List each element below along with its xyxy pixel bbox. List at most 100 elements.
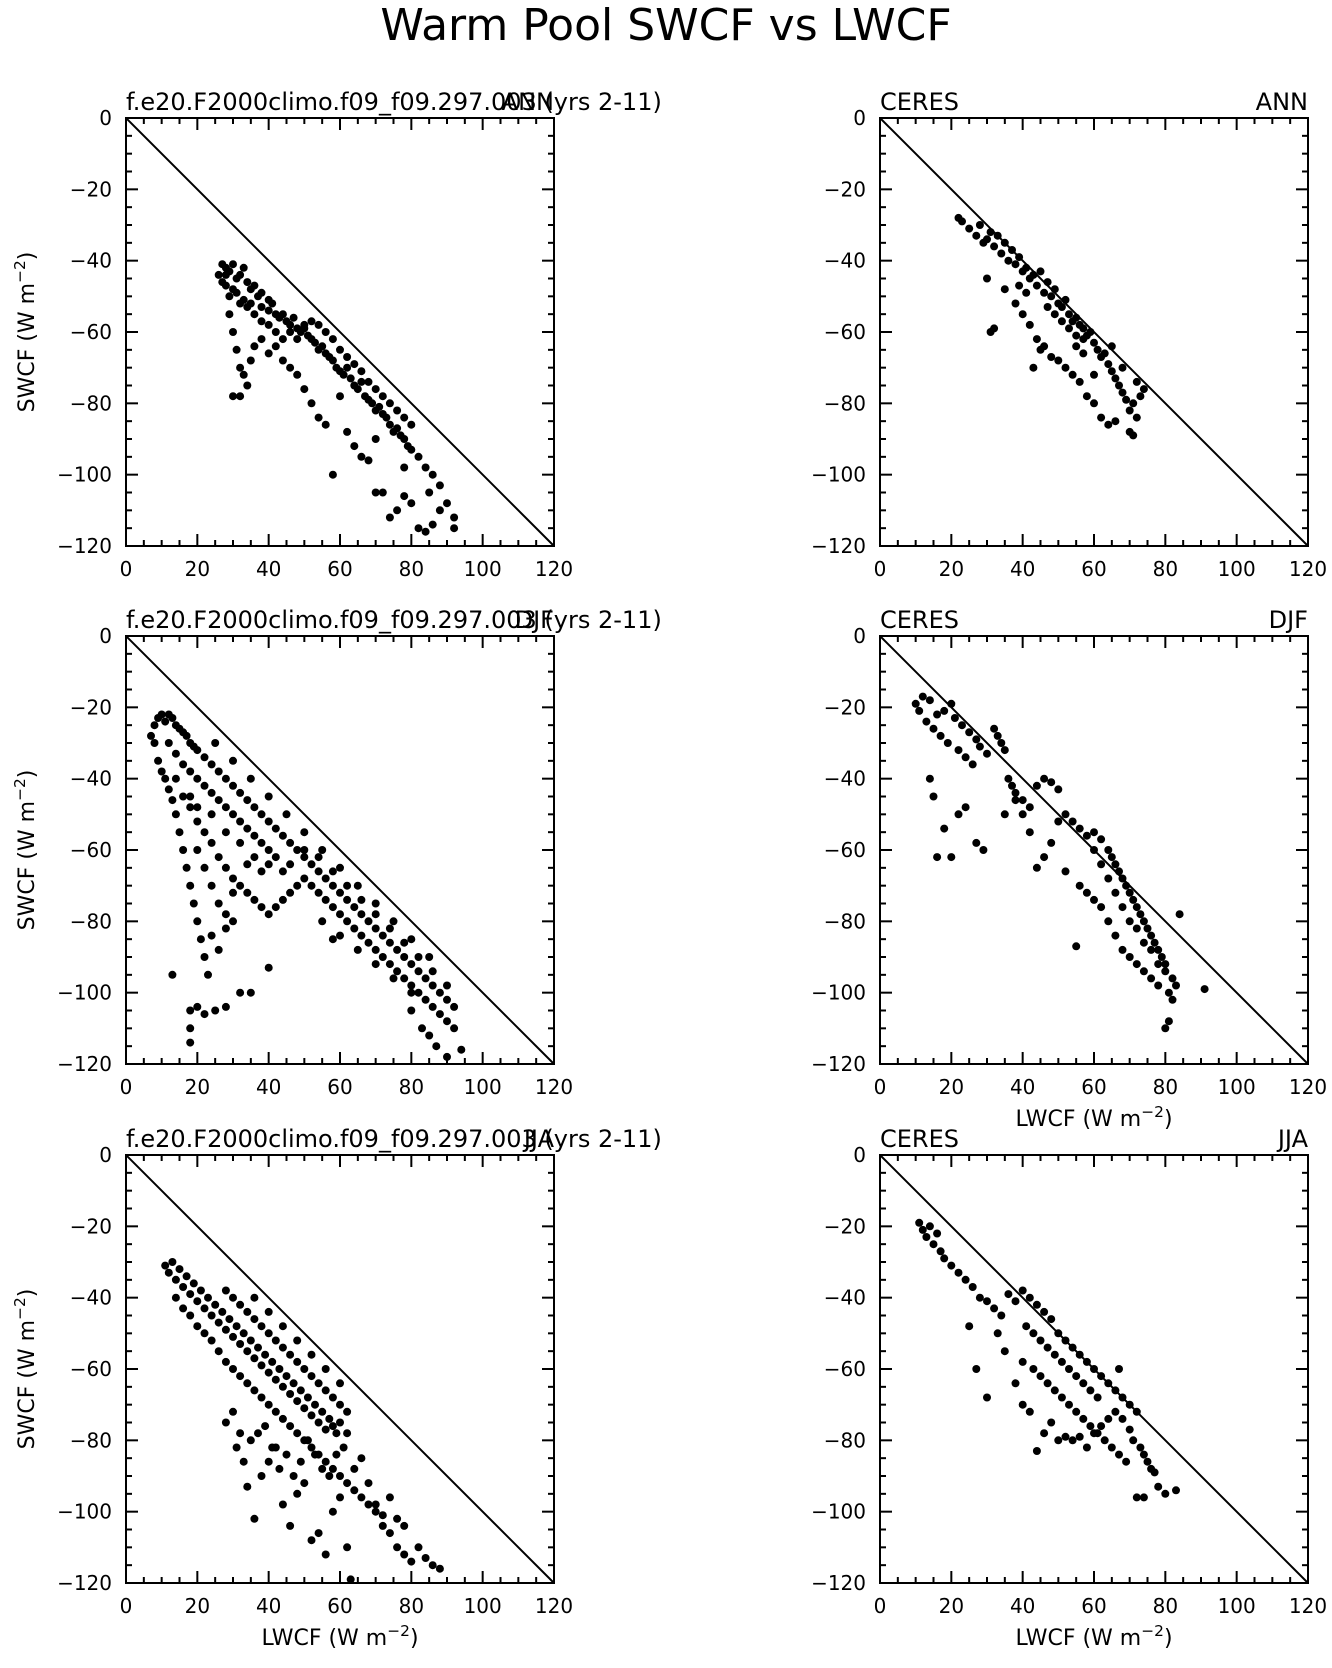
data-point <box>1043 1379 1052 1388</box>
data-point <box>336 1493 344 1502</box>
data-point <box>371 945 380 954</box>
data-point <box>421 1554 430 1562</box>
data-point <box>993 231 1002 240</box>
data-point <box>186 767 195 776</box>
data-point <box>1043 303 1052 311</box>
data-point <box>1000 285 1009 294</box>
data-point <box>232 1443 241 1452</box>
y-axis-label: SWCF (W m−2) <box>11 252 40 413</box>
data-point <box>1057 303 1066 311</box>
y-tick-label: −20 <box>824 695 866 719</box>
x-tick-label: 120 <box>535 1075 573 1099</box>
data-point <box>1104 1414 1113 1423</box>
data-point <box>1079 1414 1088 1423</box>
data-point <box>400 974 409 983</box>
data-point <box>1036 267 1045 276</box>
data-point <box>207 838 216 847</box>
data-point <box>264 320 273 329</box>
y-tick-label: −100 <box>811 1500 866 1524</box>
data-point <box>1075 824 1084 833</box>
data-point <box>171 749 180 758</box>
data-point <box>175 828 184 837</box>
data-point <box>421 463 430 472</box>
data-point <box>1136 392 1145 401</box>
data-point <box>357 367 366 376</box>
data-point <box>179 846 188 854</box>
data-point <box>400 1550 409 1559</box>
data-point <box>229 917 237 926</box>
data-point <box>965 224 974 233</box>
data-point <box>1065 1400 1073 1409</box>
data-point <box>168 796 177 805</box>
data-point <box>997 739 1006 747</box>
data-point <box>246 774 255 783</box>
data-point <box>443 1017 451 1026</box>
data-point <box>204 970 212 979</box>
data-point <box>264 817 273 826</box>
data-point <box>303 1436 312 1445</box>
data-point <box>1025 1293 1034 1302</box>
data-point <box>1104 917 1113 926</box>
data-point <box>207 810 216 819</box>
y-tick-label: −120 <box>811 534 866 558</box>
data-point <box>1132 960 1141 969</box>
data-point <box>1050 1350 1059 1359</box>
data-point <box>393 945 402 954</box>
data-point <box>421 527 430 536</box>
x-tick-label: 80 <box>399 557 424 581</box>
data-point <box>289 313 298 322</box>
data-point <box>243 888 252 897</box>
data-point <box>1157 953 1166 961</box>
data-point <box>150 721 159 730</box>
data-point <box>1057 317 1066 326</box>
data-point <box>318 342 327 351</box>
data-point <box>1054 356 1063 365</box>
data-point <box>232 345 241 354</box>
data-point <box>1154 960 1163 969</box>
data-point <box>336 1379 344 1388</box>
data-point <box>186 881 195 890</box>
data-point <box>236 299 245 308</box>
data-point <box>364 377 373 386</box>
data-point <box>336 931 344 940</box>
data-point <box>371 899 380 908</box>
data-point <box>236 1429 245 1438</box>
data-point <box>443 499 451 508</box>
data-point <box>257 1322 266 1331</box>
data-point <box>1143 1457 1152 1466</box>
data-point <box>947 699 956 708</box>
data-point <box>1018 1357 1027 1366</box>
y-tick-label: −100 <box>811 981 866 1005</box>
data-point <box>239 1457 248 1466</box>
x-tick-label: 120 <box>535 557 573 581</box>
data-point <box>393 424 402 433</box>
data-point <box>990 324 999 333</box>
data-point <box>343 363 352 372</box>
data-point <box>211 739 220 747</box>
data-point <box>1125 917 1134 926</box>
y-tick-label: 0 <box>99 1143 112 1167</box>
data-point <box>229 1332 237 1341</box>
x-tick-label: 100 <box>1218 1075 1256 1099</box>
data-point <box>282 810 291 819</box>
data-point <box>371 385 380 394</box>
data-point <box>936 731 945 740</box>
data-point <box>321 895 330 904</box>
data-point <box>278 1322 287 1331</box>
y-tick-label: −100 <box>811 463 866 487</box>
data-point <box>1040 1307 1049 1316</box>
data-point <box>1172 981 1180 990</box>
data-point <box>1029 1329 1038 1338</box>
data-point <box>1068 817 1077 826</box>
data-point <box>346 1575 355 1584</box>
data-point <box>257 838 266 847</box>
data-point <box>385 1529 394 1538</box>
data-point <box>1000 238 1009 247</box>
data-point <box>264 1400 273 1409</box>
y-tick-label: −40 <box>824 1286 866 1310</box>
data-point <box>278 1343 287 1352</box>
data-point <box>221 774 230 783</box>
y-tick-label: 0 <box>99 106 112 130</box>
data-point <box>218 1307 227 1316</box>
data-point <box>1175 910 1184 919</box>
